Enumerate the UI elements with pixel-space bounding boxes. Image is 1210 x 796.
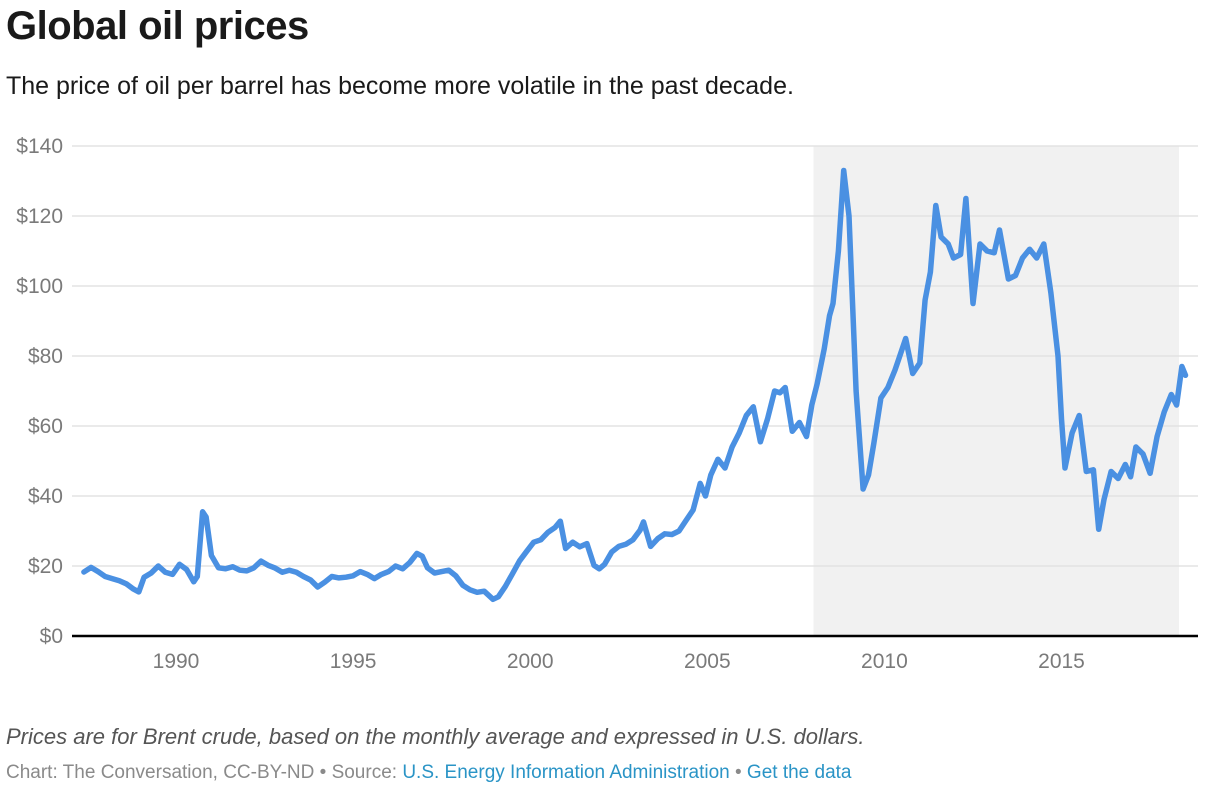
get-the-data-link[interactable]: Get the data xyxy=(746,762,852,783)
chart-credits: Chart: The Conversation, CC-BY-ND • Sour… xyxy=(6,762,852,784)
y-tick-label: $20 xyxy=(28,555,63,578)
y-axis-ticks: $0 $20 $40 $60 $80 $100 $120 $140 xyxy=(16,135,63,648)
credit-text: Chart: The Conversation, CC-BY-ND xyxy=(6,762,315,783)
source-link[interactable]: U.S. Energy Information Administration xyxy=(402,762,730,783)
y-tick-label: $120 xyxy=(16,205,63,228)
chart-subtitle: The price of oil per barrel has become m… xyxy=(6,72,794,100)
y-tick-label: $40 xyxy=(28,485,63,508)
y-tick-label: $80 xyxy=(28,345,63,368)
x-axis-ticks: 1990 1995 2000 2005 2010 2015 xyxy=(153,650,1085,673)
gridlines xyxy=(72,145,1198,567)
x-tick-label: 1990 xyxy=(153,650,200,673)
chart-note: Prices are for Brent crude, based on the… xyxy=(6,724,865,749)
separator: • xyxy=(729,762,747,783)
separator: • xyxy=(314,762,332,783)
y-tick-label: $140 xyxy=(16,135,63,158)
series-line-brent-price xyxy=(81,167,1189,603)
y-tick-label: $60 xyxy=(28,415,63,438)
line-chart: $0 $20 $40 $60 $80 $100 $120 $140 1990 1995 2000 2… xyxy=(16,135,1198,673)
y-tick-label: $0 xyxy=(40,625,63,648)
x-tick-label: 2000 xyxy=(507,650,554,673)
highlight-band-recent-decade xyxy=(813,146,1179,636)
chart-title: Global oil prices xyxy=(6,4,309,48)
x-tick-label: 2005 xyxy=(684,650,731,673)
source-label: Source: xyxy=(331,762,403,783)
x-tick-label: 1995 xyxy=(330,650,377,673)
x-tick-label: 2010 xyxy=(861,650,908,673)
y-tick-label: $100 xyxy=(16,275,63,298)
x-tick-label: 2015 xyxy=(1038,650,1085,673)
